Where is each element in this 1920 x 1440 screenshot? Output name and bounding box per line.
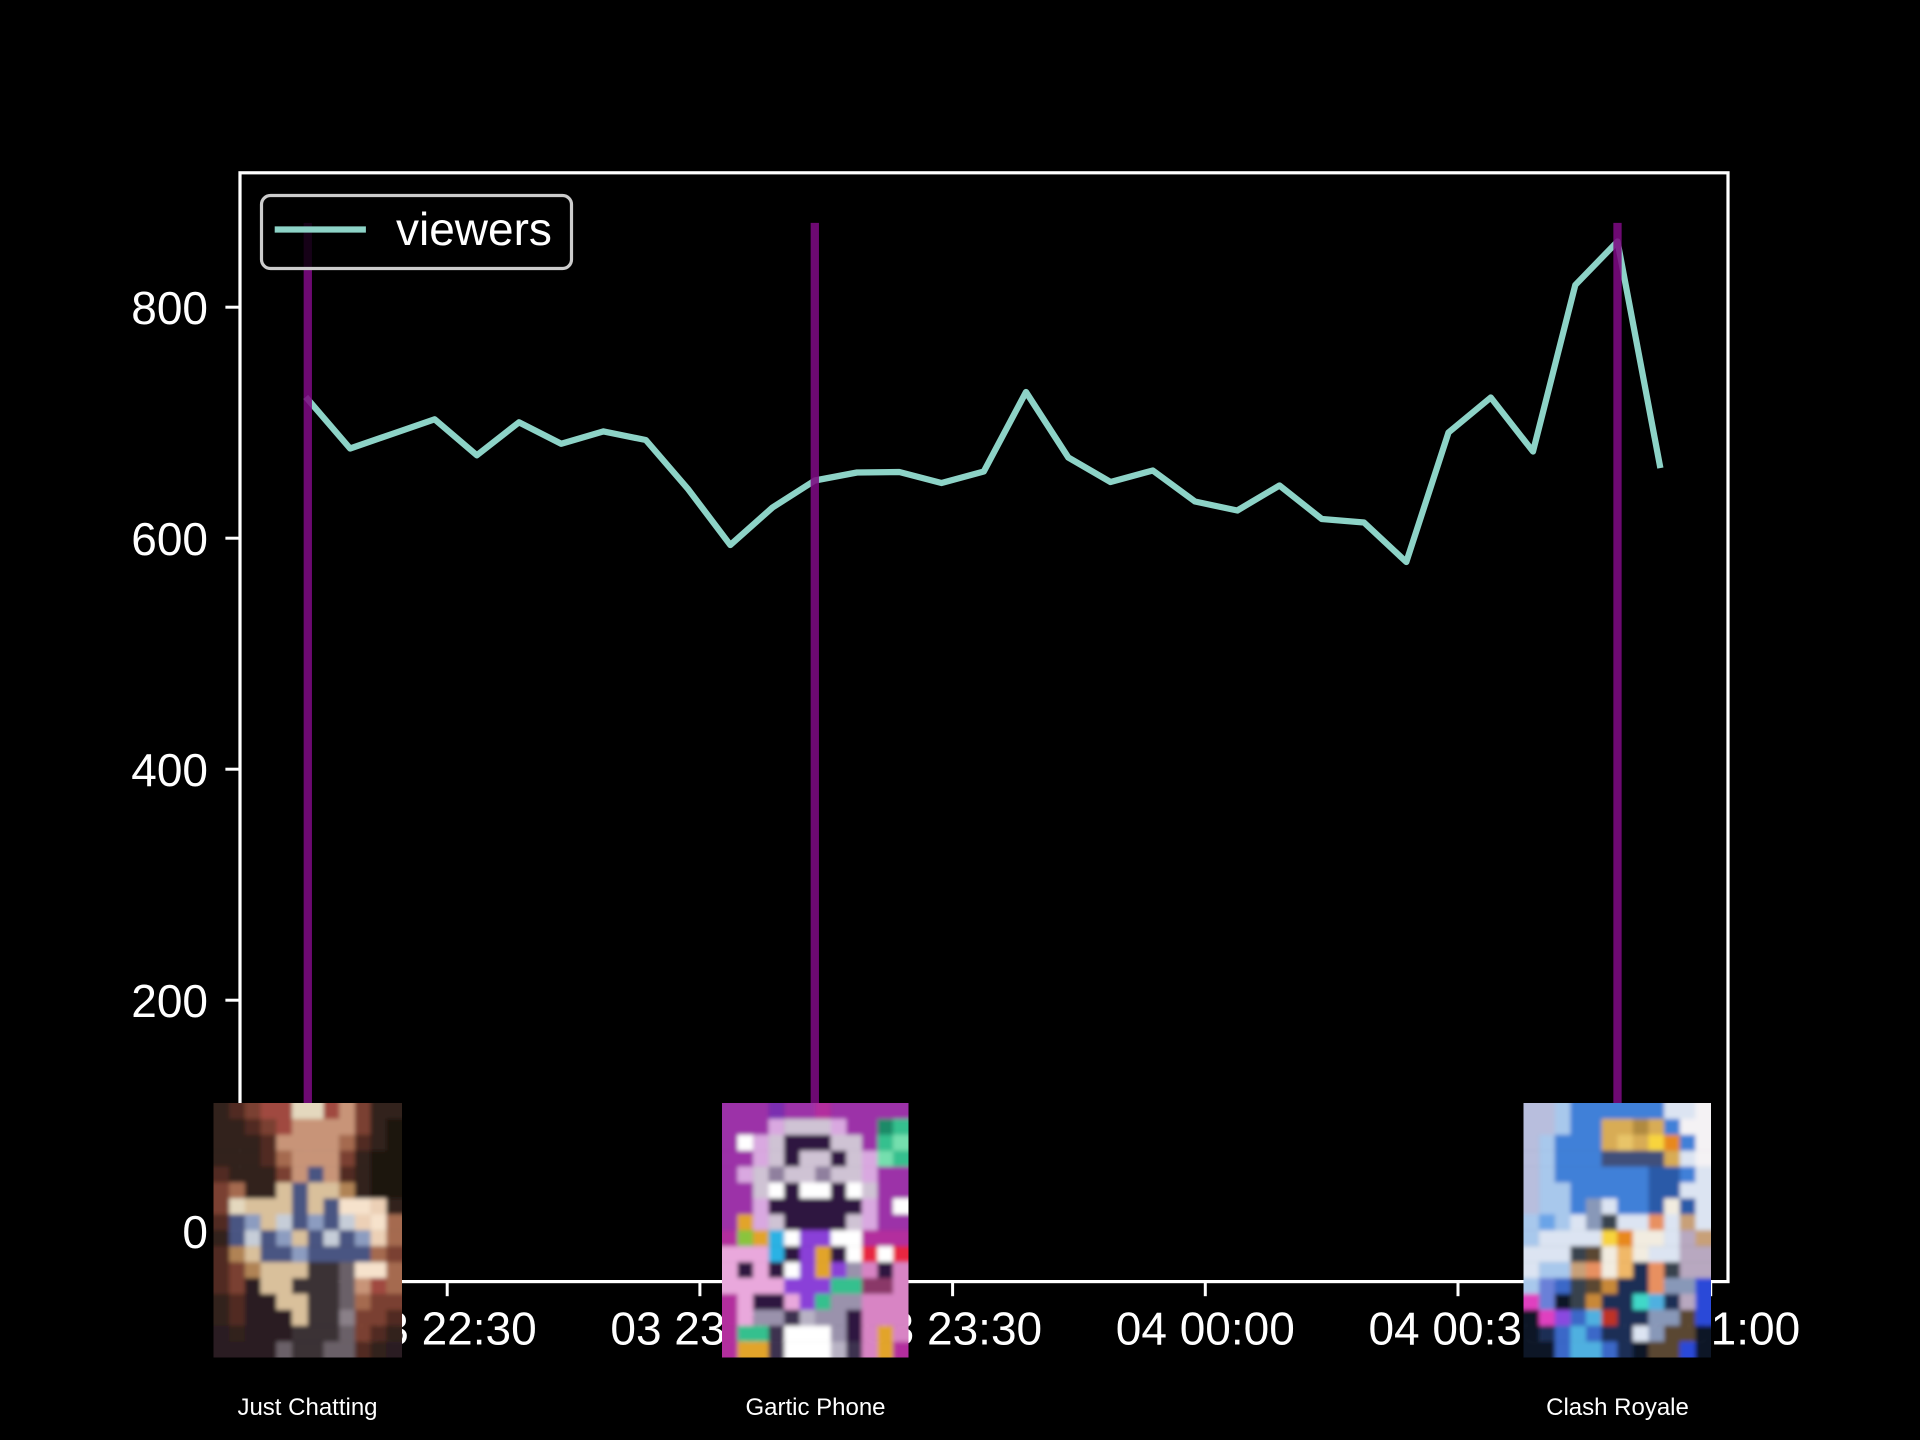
- svg-text:04 00:30: 04 00:30: [1368, 1302, 1547, 1354]
- svg-text:04 00:00: 04 00:00: [1116, 1302, 1295, 1354]
- svg-text:600: 600: [131, 513, 208, 565]
- svg-text:Gartic Phone: Gartic Phone: [745, 1394, 885, 1421]
- svg-text:800: 800: [131, 282, 208, 334]
- svg-text:Just Chatting: Just Chatting: [237, 1394, 377, 1421]
- svg-text:Clash Royale: Clash Royale: [1546, 1394, 1689, 1421]
- svg-text:200: 200: [131, 975, 208, 1027]
- svg-text:400: 400: [131, 744, 208, 796]
- svg-text:viewers: viewers: [396, 203, 552, 255]
- svg-text:0: 0: [182, 1206, 208, 1258]
